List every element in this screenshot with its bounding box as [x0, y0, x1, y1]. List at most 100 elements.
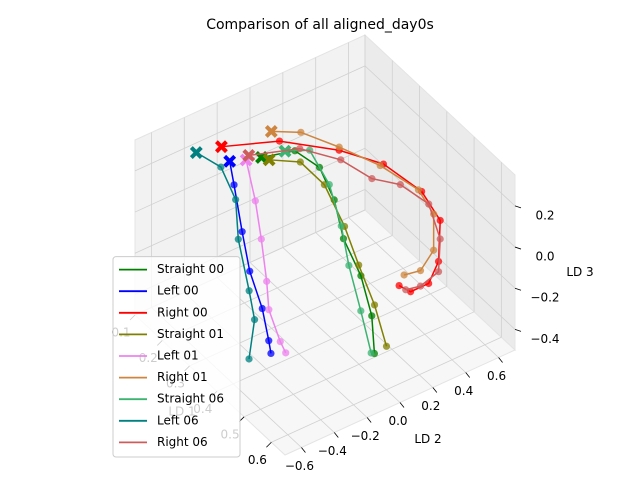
point [258, 304, 266, 313]
point [345, 261, 353, 270]
point [382, 342, 391, 350]
y-tick-label: −0.4 [318, 444, 347, 458]
point [368, 312, 376, 320]
point [246, 267, 254, 275]
start-marker [262, 153, 276, 167]
point [245, 287, 253, 295]
y-axis-label: LD 2 [414, 432, 441, 446]
point [265, 306, 273, 314]
y-tick-label: 0.6 [487, 369, 506, 383]
grid-line [134, 65, 366, 172]
tick-mark [333, 432, 339, 438]
grid-line [282, 247, 434, 388]
point [296, 158, 304, 166]
tick-mark [498, 357, 503, 363]
grid-line [216, 277, 368, 418]
start-marker [223, 154, 237, 168]
tick-mark [514, 246, 522, 250]
point [337, 222, 345, 230]
point [436, 216, 444, 225]
tick-mark [514, 287, 522, 291]
tick-mark [514, 329, 522, 332]
tick-mark [432, 387, 438, 393]
grid-line [364, 106, 516, 248]
tick-mark [399, 402, 405, 408]
point [355, 261, 363, 269]
point [436, 235, 444, 243]
point [376, 161, 384, 170]
point [230, 181, 238, 189]
point [234, 235, 242, 243]
chart-title: Comparison of all aligned_day0s [206, 17, 434, 33]
y-tick-label: 0.2 [421, 399, 440, 413]
point [335, 143, 343, 151]
grid-line [249, 262, 401, 403]
z-axis-label: LD 3 [566, 265, 593, 279]
legend-label: Left 06 [157, 413, 199, 427]
point [414, 186, 422, 194]
point [416, 282, 425, 290]
start-marker [215, 140, 228, 154]
point [400, 271, 408, 279]
legend-label: Right 06 [157, 435, 208, 449]
legend-label: Straight 00 [157, 262, 224, 276]
point [395, 281, 403, 290]
point [251, 197, 259, 205]
y-tick-label: 0.0 [388, 414, 407, 428]
y-tick-label: −0.6 [285, 459, 314, 473]
legend-label: Straight 01 [157, 327, 224, 341]
point [396, 181, 404, 189]
z-tick-label: 0.2 [535, 208, 554, 222]
legend-label: Right 00 [157, 305, 208, 319]
start-marker [264, 124, 278, 138]
tick-mark [266, 441, 272, 448]
tick-mark [514, 205, 522, 209]
point [276, 337, 284, 346]
point [265, 337, 273, 345]
grid-line [134, 106, 366, 213]
point [296, 145, 304, 153]
tick-mark [301, 447, 306, 453]
point [402, 286, 410, 294]
legend-label: Left 00 [157, 284, 199, 298]
grid-line [364, 65, 516, 207]
tick-mark [366, 417, 372, 423]
point [232, 195, 240, 204]
series-line [248, 147, 441, 291]
point [217, 163, 225, 171]
start-marker [242, 149, 256, 162]
z-tick-label: 0.0 [535, 250, 554, 264]
point [297, 128, 305, 136]
point [263, 277, 271, 285]
grid-line [315, 232, 466, 373]
point [282, 349, 290, 357]
y-tick-label: −0.2 [351, 429, 380, 443]
x-tick-label: 0.6 [248, 453, 267, 467]
y-tick-label: 0.4 [454, 384, 473, 398]
legend: Straight 00 Left 00 Right 00 Straight 01 Lef… [112, 256, 241, 458]
point [275, 137, 284, 145]
legend-box [112, 256, 241, 458]
point [238, 228, 246, 236]
legend-label: Straight 06 [157, 392, 224, 406]
point [368, 175, 376, 183]
point [257, 235, 265, 243]
point [337, 156, 345, 164]
point [370, 301, 379, 309]
point [267, 349, 275, 358]
legend-label: Left 01 [157, 349, 199, 363]
legend-label: Right 01 [157, 370, 208, 384]
tick-mark [465, 372, 471, 378]
point [250, 316, 259, 324]
point [416, 267, 425, 275]
z-tick-label: −0.2 [530, 291, 559, 305]
point [367, 349, 375, 357]
point [325, 180, 333, 189]
point [434, 268, 443, 276]
z-tick-label: −0.4 [530, 332, 559, 346]
point [245, 355, 253, 363]
grid-line [134, 147, 366, 254]
point [430, 246, 438, 254]
point [425, 200, 433, 208]
